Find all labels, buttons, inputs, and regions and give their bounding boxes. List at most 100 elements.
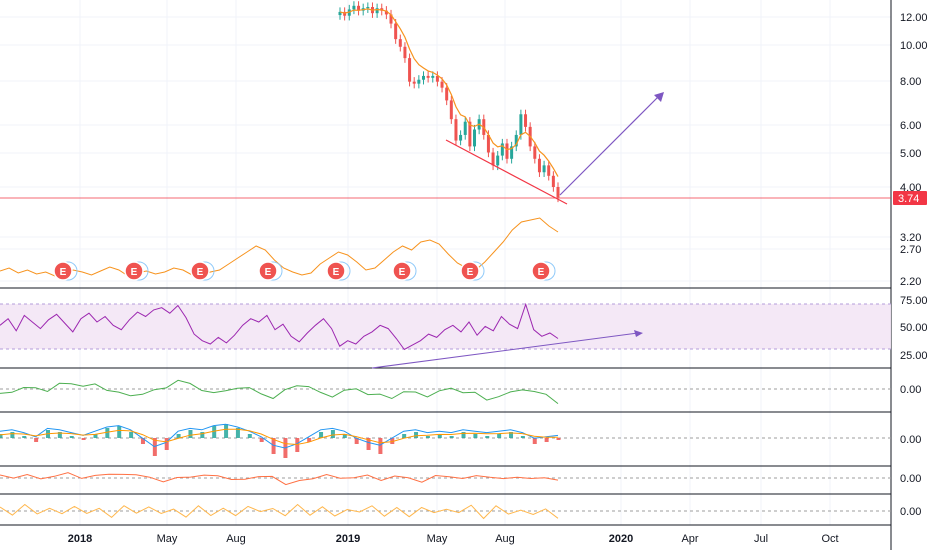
price-tick-label: 12.00	[900, 12, 928, 24]
macd-histogram-bar	[105, 428, 110, 438]
candle-body	[366, 7, 370, 9]
candle-body	[500, 143, 504, 156]
candle-body	[440, 81, 444, 88]
earnings-marker[interactable]: E	[190, 261, 215, 281]
macd-histogram-bar	[532, 438, 537, 444]
candle-body	[398, 39, 402, 47]
rsi-tick-label: 50.00	[900, 322, 928, 334]
earnings-marker[interactable]: E	[460, 261, 485, 281]
candle-body	[426, 75, 430, 78]
candle-body	[389, 14, 393, 24]
candle-body	[412, 81, 416, 84]
last-price-badge: 3.74	[893, 191, 927, 205]
grid	[0, 0, 891, 525]
earnings-marker[interactable]: E	[53, 261, 78, 281]
candle-body	[435, 75, 439, 82]
time-tick-label: 2020	[609, 533, 633, 545]
candle-body	[491, 152, 495, 166]
candle-body	[542, 165, 546, 173]
macd-histogram-bar	[200, 432, 205, 438]
candle-body	[519, 114, 523, 135]
svg-text:E: E	[265, 267, 272, 278]
macd-histogram-bar	[354, 438, 359, 444]
macd-histogram-bar	[259, 438, 264, 442]
macd-histogram-bar	[544, 438, 549, 442]
macd-histogram-bar	[81, 438, 86, 440]
support-trendline[interactable]	[445, 139, 568, 205]
oscillator-line	[0, 379, 559, 404]
svg-text:E: E	[60, 267, 67, 278]
macd-histogram-bar	[0, 434, 3, 438]
candle-body	[556, 187, 560, 198]
oscillator-tick-label: 0.00	[900, 384, 921, 396]
earnings-marker[interactable]: E	[326, 261, 351, 281]
macd-histogram-bar	[295, 438, 300, 452]
time-tick-label: May	[427, 533, 448, 545]
macd-histogram-bar	[378, 438, 383, 454]
candle-body	[459, 134, 463, 141]
macd-histogram-bar	[188, 430, 193, 438]
macd-pane[interactable]	[0, 423, 891, 458]
earnings-marker[interactable]: E	[124, 261, 149, 281]
candles	[338, 1, 560, 203]
earnings-marker[interactable]: E	[531, 261, 556, 281]
oscillator-pane-3[interactable]	[0, 472, 891, 486]
candle-body	[551, 175, 555, 187]
candle-body	[408, 58, 412, 82]
time-tick-label: May	[157, 533, 178, 545]
earnings-marker[interactable]: E	[392, 261, 417, 281]
macd-histogram-bar	[342, 434, 347, 438]
macd-histogram-bar	[152, 438, 157, 456]
rsi-trend-arrow[interactable]	[371, 330, 643, 369]
macd-histogram-bar	[22, 436, 27, 438]
time-tick-label: Aug	[495, 533, 515, 545]
price-tick-label: 10.00	[900, 40, 928, 52]
price-tick-label: 2.20	[900, 276, 921, 288]
candle-body	[496, 155, 500, 166]
candle-body	[510, 146, 514, 159]
earnings-marker[interactable]: E	[258, 261, 283, 281]
candle-body	[357, 5, 361, 11]
macd-histogram-bar	[34, 438, 39, 442]
candle-body	[343, 11, 347, 16]
candle-body	[524, 114, 528, 127]
time-axis[interactable]: 2018 May Aug 2019 May Aug 2020 Apr Jul Oct	[68, 533, 839, 545]
candle-body	[338, 11, 342, 16]
macd-histogram-bar	[57, 432, 62, 438]
svg-text:E: E	[538, 267, 545, 278]
macd-histogram-bar	[402, 434, 407, 438]
price-tick-label: 5.00	[900, 148, 921, 160]
macd-histogram-bar	[129, 432, 134, 438]
macd-histogram-bar	[212, 426, 217, 438]
time-tick-label: 2018	[68, 533, 92, 545]
macd-histogram-bar	[390, 438, 395, 444]
candle-body	[449, 100, 453, 120]
oscillator-pane-4[interactable]	[0, 503, 891, 520]
candle-body	[473, 129, 477, 147]
candle-body	[431, 75, 435, 78]
oscillator-tick-label: 0.00	[900, 506, 921, 518]
svg-text:E: E	[333, 267, 340, 278]
macd-histogram-bar	[271, 438, 276, 454]
macd-histogram-bar	[437, 434, 442, 438]
rsi-pane[interactable]	[0, 302, 891, 369]
macd-histogram-bar	[307, 438, 312, 442]
price-axis[interactable]: 12.0010.008.006.005.004.003.202.702.2075…	[900, 12, 928, 518]
macd-histogram	[0, 424, 561, 458]
candle-body	[394, 23, 398, 40]
macd-histogram-bar	[473, 434, 478, 438]
last-price-label: 3.74	[898, 193, 919, 205]
macd-histogram-bar	[497, 434, 502, 438]
candle-body	[537, 158, 541, 173]
macd-histogram-bar	[425, 436, 430, 438]
projection-arrow[interactable]	[559, 92, 664, 196]
candle-body	[547, 165, 551, 176]
price-tick-label: 8.00	[900, 76, 921, 88]
macd-histogram-bar	[69, 436, 74, 438]
candle-body	[445, 87, 449, 101]
oscillator-pane-1[interactable]	[0, 379, 891, 404]
macd-histogram-bar	[520, 436, 525, 438]
